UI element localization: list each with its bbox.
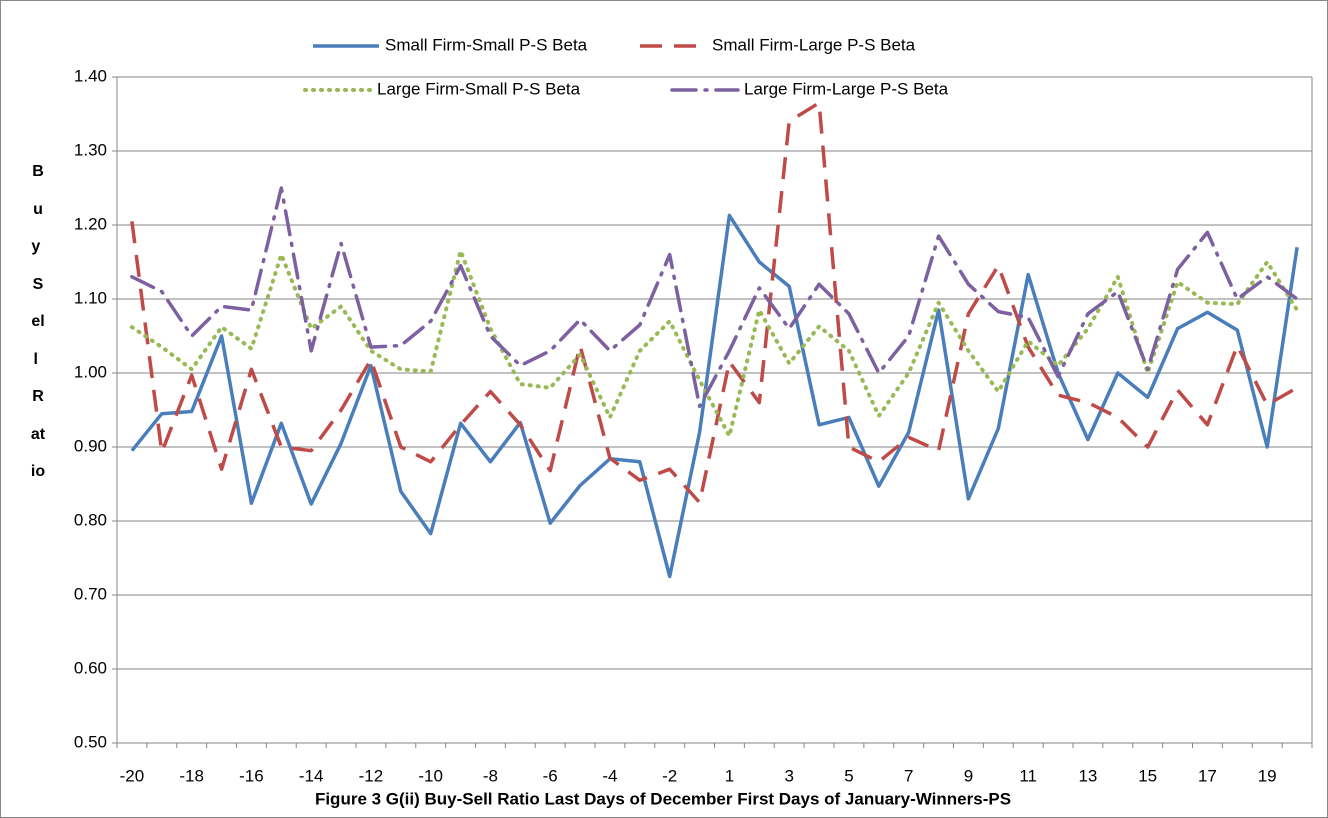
series-line — [130, 213, 1299, 579]
legend-label: Large Firm-Large P-S Beta — [744, 79, 949, 98]
y-tick-label: 0.80 — [74, 510, 107, 529]
x-tick-label: 11 — [1019, 766, 1037, 785]
legend-label: Large Firm-Small P-S Beta — [377, 79, 581, 98]
x-tick-label: 3 — [784, 766, 793, 785]
x-tick-label: 19 — [1258, 766, 1277, 785]
y-tick-label: 1.40 — [74, 66, 107, 85]
x-tick-label: -12 — [359, 766, 384, 785]
x-tick-label: -8 — [483, 766, 498, 785]
legend-label: Small Firm-Small P-S Beta — [385, 35, 588, 54]
y-tick-label: 1.30 — [74, 140, 107, 159]
x-tick-label: 17 — [1198, 766, 1217, 785]
x-tick-label: -4 — [602, 766, 617, 785]
y-axis-label: Buy Sell Ratio — [30, 163, 46, 480]
x-tick-label: 7 — [904, 766, 913, 785]
x-tick-label: 1 — [725, 766, 734, 785]
x-tick-label: 9 — [964, 766, 973, 785]
series-line — [130, 101, 1298, 505]
x-tick-label: -6 — [543, 766, 558, 785]
x-tick-label: -14 — [299, 766, 324, 785]
y-tick-label: 1.10 — [74, 288, 107, 307]
y-tick-label: 0.70 — [74, 584, 107, 603]
chart-title: Figure 3 G(ii) Buy-Sell Ratio Last Days … — [315, 789, 1011, 808]
y-tick-label: 0.60 — [74, 658, 107, 677]
x-tick-label: -10 — [418, 766, 443, 785]
x-tick-label: -18 — [179, 766, 204, 785]
series-line — [130, 186, 1299, 409]
x-tick-label: -20 — [120, 766, 145, 785]
y-tick-label: 0.50 — [74, 732, 107, 751]
y-tick-label: 0.90 — [74, 436, 107, 455]
x-tick-label: 5 — [844, 766, 853, 785]
legend-label: Small Firm-Large P-S Beta — [712, 35, 916, 54]
x-tick-label: -2 — [662, 766, 677, 785]
x-tick-label: 13 — [1078, 766, 1097, 785]
y-tick-label: 1.00 — [74, 362, 107, 381]
y-tick-label: 1.20 — [74, 214, 107, 233]
x-tick-label: 15 — [1138, 766, 1157, 785]
x-tick-label: -16 — [239, 766, 264, 785]
